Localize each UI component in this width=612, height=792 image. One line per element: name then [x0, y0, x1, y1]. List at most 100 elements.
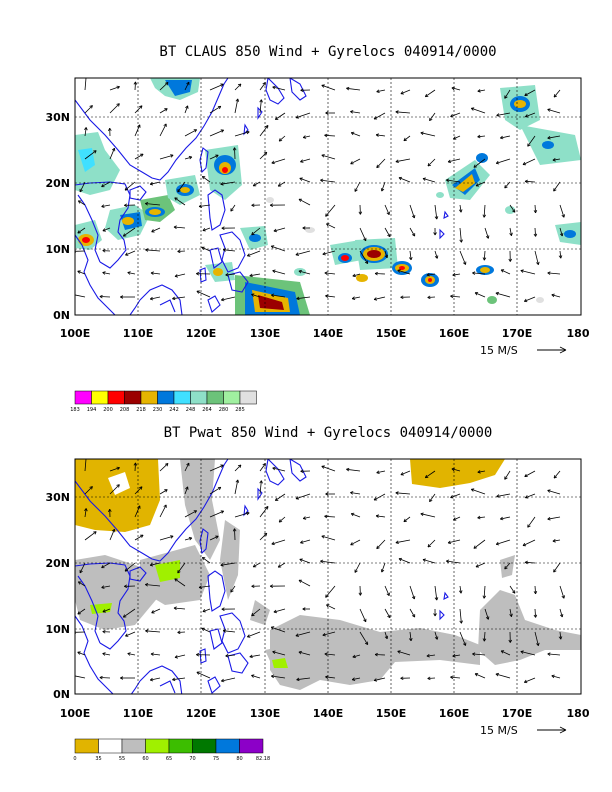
wind-vector: [259, 506, 269, 518]
wind-vector-head: [512, 210, 516, 213]
wind-vector-head: [411, 234, 415, 237]
wind-vector-head: [363, 238, 367, 242]
wind-vector: [559, 227, 563, 237]
wind-vector-head: [271, 626, 275, 628]
wind-vector: [504, 562, 511, 570]
wind-vector-head: [274, 116, 277, 120]
wind-vector-head: [524, 495, 528, 498]
wind-vector: [451, 87, 461, 91]
wind-vector-head: [251, 293, 255, 295]
wind-vector: [84, 508, 87, 518]
wind-vector-head: [411, 596, 415, 600]
wind-vector-head: [553, 95, 558, 98]
wind-vector-head: [420, 513, 424, 516]
wind-vector: [352, 654, 361, 658]
wind-vector-head: [302, 135, 306, 138]
wind-vector-head: [302, 226, 306, 229]
wind-vector-head: [177, 190, 181, 193]
wind-vector: [150, 677, 161, 681]
wind-vector: [259, 125, 269, 137]
wind-vector-head: [508, 258, 511, 262]
claus-map-panel: 100E 110E 120E 130E 140E 150E 160E 170E …: [45, 77, 590, 413]
wind-vector: [504, 470, 511, 480]
claus-colorbar-swatch: [173, 390, 191, 405]
wind-vector: [325, 295, 336, 298]
wind-vector-head: [452, 274, 456, 277]
wind-vector-head: [387, 234, 391, 238]
wind-vector-head: [102, 228, 106, 232]
wind-vector-head: [535, 209, 538, 214]
wind-vector-head: [522, 542, 526, 546]
wind-vector-head: [553, 94, 556, 98]
wind-vector: [446, 179, 461, 183]
wind-vector-head: [170, 535, 174, 537]
wind-vector-head: [77, 581, 81, 585]
wind-vector: [324, 653, 336, 656]
wind-vector-head: [450, 676, 454, 680]
wind-vector-head: [91, 105, 93, 109]
pwat-colorbar-swatch: [215, 738, 240, 754]
wind-vector-head: [272, 269, 276, 271]
wind-vector-head: [504, 566, 506, 570]
wind-vector: [134, 534, 144, 541]
wind-vector-head: [508, 639, 511, 643]
wind-vector-head: [269, 203, 273, 206]
wind-vector-head: [172, 298, 176, 301]
wind-vector: [473, 158, 486, 168]
wind-vector-head: [295, 498, 299, 500]
wind-vector-head: [458, 590, 462, 594]
wind-vector-head: [551, 675, 555, 679]
wind-vector: [409, 585, 415, 600]
wind-vector-head: [149, 296, 153, 300]
wind-vector: [273, 608, 286, 613]
wind-vector-head: [547, 489, 551, 491]
wind-vector-head: [201, 176, 204, 180]
wind-vector: [425, 470, 436, 479]
wind-vector-head: [298, 651, 302, 655]
wind-vector: [384, 204, 390, 215]
wind-vector-head: [166, 463, 169, 467]
pwat-wind-vectors: [75, 459, 565, 684]
wind-vector: [271, 626, 286, 633]
claus-colorbar-label: 285: [235, 407, 245, 413]
pwat-vector-scale: 15 M/S: [480, 724, 567, 737]
wind-vector-head: [251, 614, 255, 617]
wind-vector-head: [387, 615, 391, 619]
wind-vector: [159, 489, 168, 495]
wind-vector-head: [558, 636, 562, 640]
wind-vector: [547, 135, 561, 139]
wind-vector: [249, 273, 261, 277]
wind-vector-head: [300, 89, 304, 93]
wind-vector: [209, 510, 224, 518]
wind-vector: [225, 273, 236, 276]
wind-vector: [173, 607, 186, 610]
claus-colorbar-swatch: [91, 390, 109, 405]
wind-vector-head: [302, 607, 306, 610]
wind-vector-head: [496, 163, 500, 165]
wind-vector-head: [194, 510, 198, 514]
wind-vector-head: [485, 617, 489, 620]
wind-vector: [251, 675, 261, 679]
wind-vector-head: [235, 98, 239, 102]
wind-vector-head: [547, 652, 551, 655]
wind-vector-head: [202, 609, 206, 612]
wind-vector: [134, 124, 141, 137]
wind-vector: [277, 562, 286, 568]
wind-vector-head: [350, 513, 354, 517]
pwat-colorbar-label: 75: [213, 756, 219, 762]
wind-vector: [500, 135, 511, 139]
wind-vector-head: [77, 611, 80, 615]
wind-vector-head: [426, 274, 430, 277]
wind-vector-head: [196, 271, 200, 274]
wind-vector: [272, 270, 286, 275]
wind-vector-head: [551, 293, 555, 296]
wind-vector-head: [145, 248, 149, 251]
wind-vector: [234, 131, 250, 137]
wind-vector: [350, 492, 361, 495]
wind-vector: [459, 585, 462, 594]
wind-vector: [259, 480, 262, 495]
wind-vector-head: [232, 528, 235, 532]
wind-vector: [426, 273, 436, 276]
wind-vector-head: [422, 559, 426, 562]
wind-vector: [184, 510, 197, 518]
